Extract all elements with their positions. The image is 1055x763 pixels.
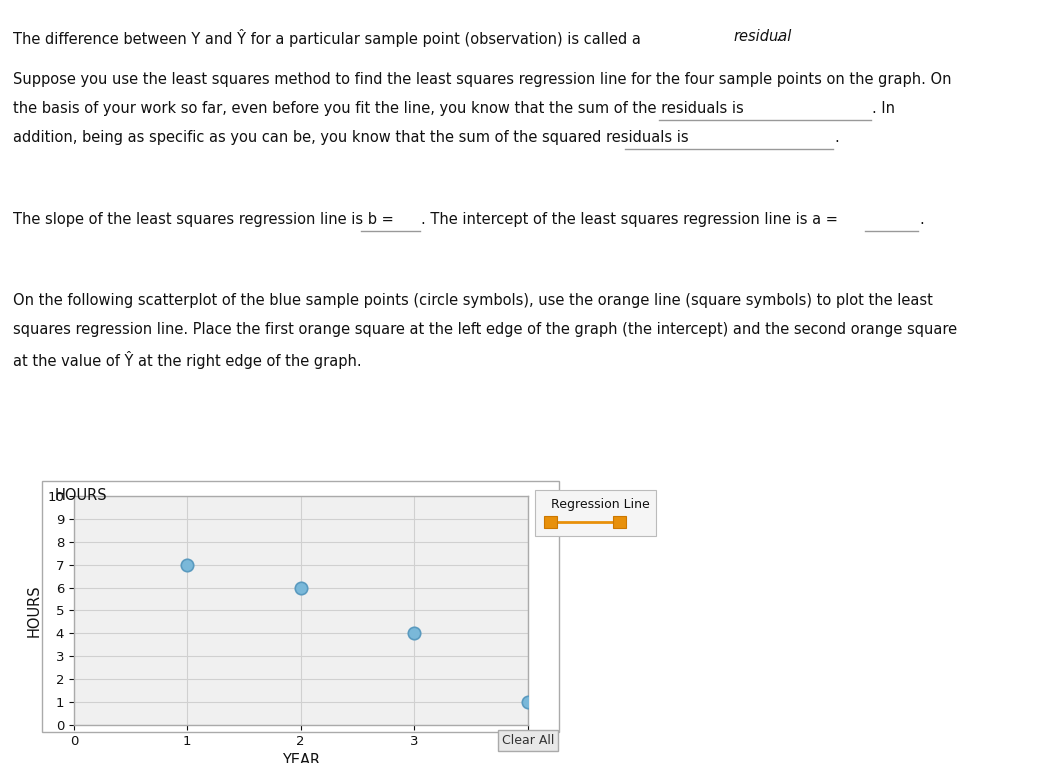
Text: Regression Line: Regression Line (551, 498, 650, 511)
Text: The slope of the least squares regression line is b =: The slope of the least squares regressio… (13, 211, 394, 227)
Text: HOURS: HOURS (55, 488, 108, 504)
Point (178, 559, 196, 571)
X-axis label: YEAR: YEAR (282, 753, 320, 763)
Text: The difference between Y and Ŷ for a particular sample point (observation) is ca: The difference between Y and Ŷ for a par… (13, 29, 646, 47)
Point (519, 696, 536, 708)
Text: On the following scatterplot of the blue sample points (circle symbols), use the: On the following scatterplot of the blue… (13, 293, 933, 307)
Text: the basis of your work so far, even before you fit the line, you know that the s: the basis of your work so far, even befo… (13, 101, 744, 117)
Text: . In: . In (872, 101, 896, 117)
Text: squares regression line. Place the first orange square at the left edge of the g: squares regression line. Place the first… (13, 322, 957, 336)
Text: Suppose you use the least squares method to find the least squares regression li: Suppose you use the least squares method… (13, 72, 952, 88)
Text: .: . (835, 130, 840, 146)
Point (405, 627, 422, 639)
Text: at the value of Ŷ at the right edge of the graph.: at the value of Ŷ at the right edge of t… (13, 351, 361, 369)
Text: Clear All: Clear All (501, 734, 554, 747)
Text: addition, being as specific as you can be, you know that the sum of the squared : addition, being as specific as you can b… (13, 130, 688, 146)
Point (292, 581, 309, 594)
Text: .: . (775, 29, 781, 44)
Text: .: . (919, 211, 924, 227)
Text: . The intercept of the least squares regression line is a =: . The intercept of the least squares reg… (421, 211, 838, 227)
Y-axis label: HOURS: HOURS (26, 584, 42, 636)
Text: residual: residual (733, 29, 791, 44)
